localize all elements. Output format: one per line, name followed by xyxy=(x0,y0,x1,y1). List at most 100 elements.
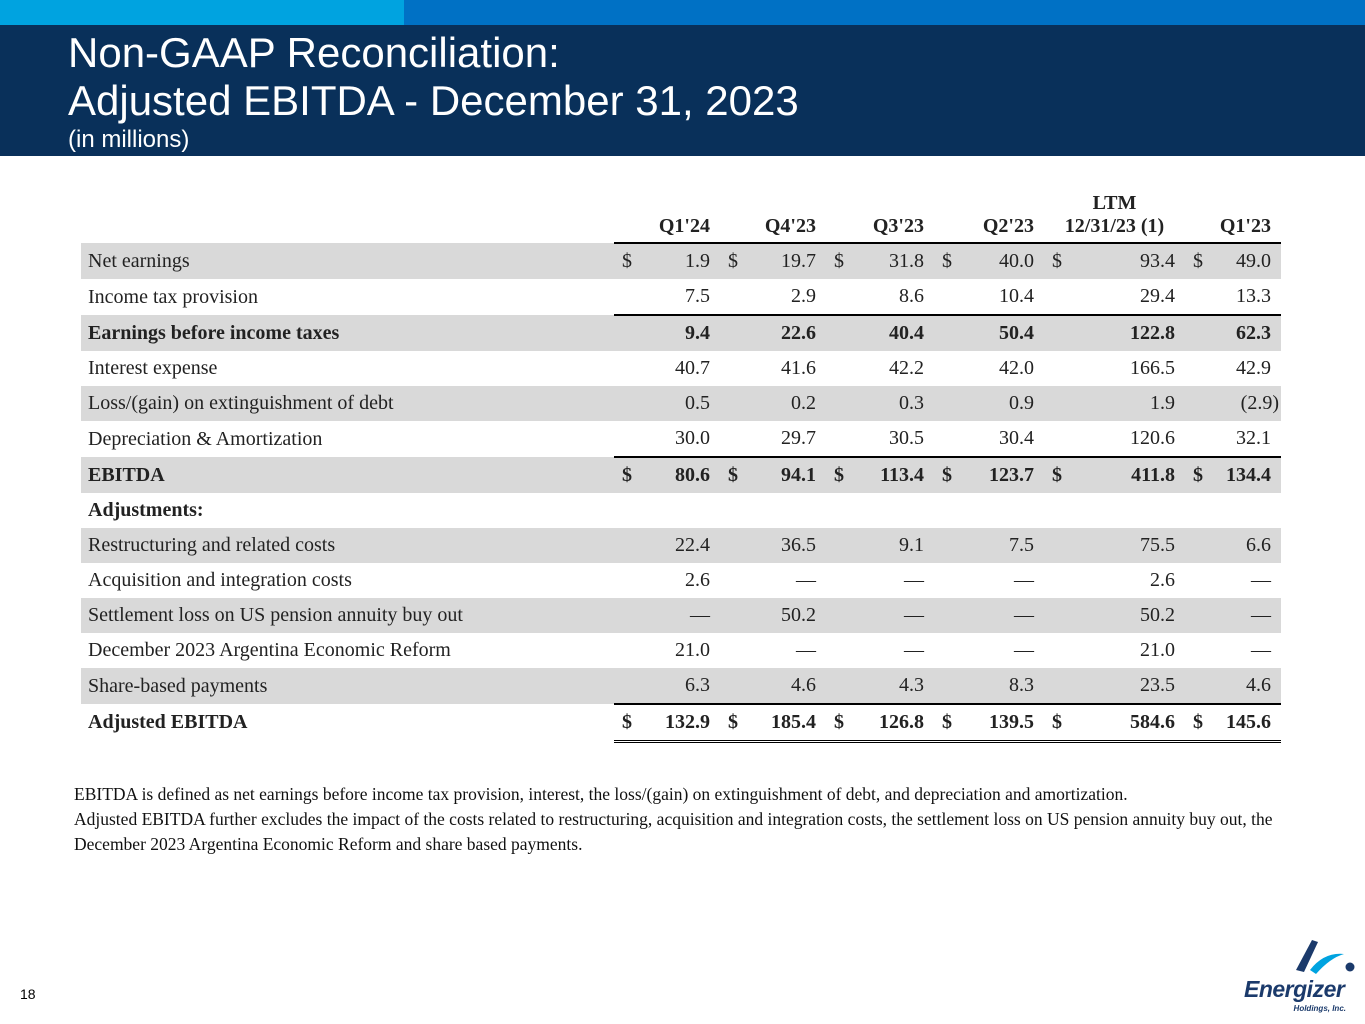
currency-symbol xyxy=(720,386,748,421)
value-cell: 50.4 xyxy=(962,314,1044,351)
value-cell: 10.4 xyxy=(999,285,1034,307)
value-cell: 185.4 xyxy=(748,703,826,743)
column-header: Q3'23 xyxy=(826,188,934,244)
value-cell xyxy=(1072,493,1185,528)
column-header-line2: Q2'23 xyxy=(982,215,1034,237)
value-cell: — xyxy=(904,639,924,661)
column-header: Q2'23 xyxy=(934,188,1044,244)
currency-symbol: $ xyxy=(1044,703,1072,743)
currency-symbol xyxy=(614,598,642,633)
row-label: EBITDA xyxy=(81,457,614,493)
page-title: Non-GAAP Reconciliation: Adjusted EBITDA… xyxy=(68,29,799,125)
table-row: Earnings before income taxes 9.4 22.6 40.4 5… xyxy=(81,314,1281,351)
currency-symbol: $ xyxy=(826,243,854,279)
value-cell: 23.5 xyxy=(1072,668,1185,704)
value-cell: 166.5 xyxy=(1130,357,1175,379)
currency-symbol xyxy=(614,528,642,563)
currency-symbol xyxy=(1044,314,1072,351)
footnote-line-2: Adjusted EBITDA further excludes the imp… xyxy=(74,809,1273,854)
reconciliation-table-container: Q1'24 Q4'23 Q3'23 Q2'23 LTM 12/31/23 (1) Q1'23… xyxy=(81,188,1281,743)
value-cell: 30.4 xyxy=(999,427,1034,449)
currency-symbol: $ xyxy=(1185,703,1213,743)
value-cell: 80.6 xyxy=(642,456,720,493)
currency-symbol: $ xyxy=(826,703,854,743)
currency-symbol xyxy=(1185,421,1213,457)
footnote-line-1: EBITDA is defined as net earnings before… xyxy=(74,784,1128,804)
value-cell: 21.0 xyxy=(1140,639,1175,661)
currency-symbol xyxy=(934,633,962,668)
title-line-1: Non-GAAP Reconciliation: xyxy=(68,29,560,76)
page-subtitle: (in millions) xyxy=(68,126,190,153)
value-cell: 75.5 xyxy=(1072,528,1185,563)
top-accent-bar-light xyxy=(0,0,404,25)
value-cell: 123.7 xyxy=(962,456,1044,493)
value-cell xyxy=(642,493,720,528)
row-label: Restructuring and related costs xyxy=(81,528,614,563)
currency-symbol xyxy=(1185,633,1213,668)
value-cell: 29.7 xyxy=(781,427,816,449)
value-cell: 145.6 xyxy=(1213,703,1281,743)
currency-symbol xyxy=(1185,528,1213,563)
currency-symbol xyxy=(720,421,748,457)
currency-symbol: $ xyxy=(720,703,748,743)
value-cell: 42.9 xyxy=(1236,357,1271,379)
currency-symbol xyxy=(1044,668,1072,704)
value-cell: 8.6 xyxy=(899,285,924,307)
currency-symbol xyxy=(1044,528,1072,563)
currency-symbol xyxy=(1044,563,1072,598)
currency-symbol: $ xyxy=(720,456,748,493)
top-accent-bar xyxy=(404,0,1365,25)
currency-symbol xyxy=(1185,351,1213,386)
currency-symbol xyxy=(614,386,642,421)
value-cell: 50.2 xyxy=(748,598,826,633)
value-cell: 40.4 xyxy=(854,314,934,351)
table-row: Adjusted EBITDA $132.9 $185.4 $126.8 $139.5 $… xyxy=(81,703,1281,743)
table-row: EBITDA $80.6 $94.1 $113.4 $123.7 $411.8 $134.4 xyxy=(81,456,1281,493)
value-cell: 0.5 xyxy=(642,386,720,421)
value-cell: 13.3 xyxy=(1236,285,1271,307)
table-header-row: Q1'24 Q4'23 Q3'23 Q2'23 LTM 12/31/23 (1) Q1'23 xyxy=(81,188,1281,244)
currency-symbol: $ xyxy=(1185,456,1213,493)
currency-symbol: $ xyxy=(1185,243,1213,279)
value-cell: 9.4 xyxy=(642,314,720,351)
value-cell: 30.0 xyxy=(675,427,710,449)
value-cell: 19.7 xyxy=(748,243,826,279)
currency-symbol xyxy=(614,351,642,386)
logo-swoosh-icon xyxy=(1296,940,1355,974)
currency-symbol xyxy=(1185,668,1213,704)
value-cell: 2.6 xyxy=(685,569,710,591)
row-label: Settlement loss on US pension annuity bu… xyxy=(81,598,614,633)
table-row: Share-based payments 6.3 4.6 4.3 8.3 23.5 4.6 xyxy=(81,668,1281,704)
value-cell: — xyxy=(796,639,816,661)
table-row: December 2023 Argentina Economic Reform 2… xyxy=(81,633,1281,668)
currency-symbol xyxy=(614,668,642,704)
value-cell: 42.0 xyxy=(999,357,1034,379)
currency-symbol: $ xyxy=(614,456,642,493)
currency-symbol xyxy=(826,351,854,386)
currency-symbol xyxy=(1185,563,1213,598)
currency-symbol xyxy=(1185,493,1213,528)
value-cell: 94.1 xyxy=(748,456,826,493)
currency-symbol: $ xyxy=(934,243,962,279)
value-cell: — xyxy=(854,598,934,633)
value-cell: 49.0 xyxy=(1213,243,1281,279)
value-cell xyxy=(1213,493,1281,528)
currency-symbol xyxy=(614,563,642,598)
value-cell: 1.9 xyxy=(1072,386,1185,421)
currency-symbol xyxy=(826,598,854,633)
currency-symbol xyxy=(826,421,854,457)
value-cell: — xyxy=(962,598,1044,633)
table-row: Restructuring and related costs 22.4 36.5 9… xyxy=(81,528,1281,563)
value-cell: 21.0 xyxy=(675,639,710,661)
currency-symbol xyxy=(720,493,748,528)
table-row: Income tax provision 7.5 2.9 8.6 10.4 29.4 13.… xyxy=(81,279,1281,315)
value-cell: — xyxy=(1014,569,1034,591)
value-cell: 132.9 xyxy=(642,703,720,743)
value-cell: 122.8 xyxy=(1072,314,1185,351)
value-cell: (2.9) xyxy=(1213,386,1281,421)
value-cell: 30.5 xyxy=(889,427,924,449)
currency-symbol xyxy=(934,528,962,563)
row-label: Earnings before income taxes xyxy=(81,315,614,351)
value-cell: 2.6 xyxy=(1150,569,1175,591)
value-cell: 93.4 xyxy=(1072,243,1185,279)
